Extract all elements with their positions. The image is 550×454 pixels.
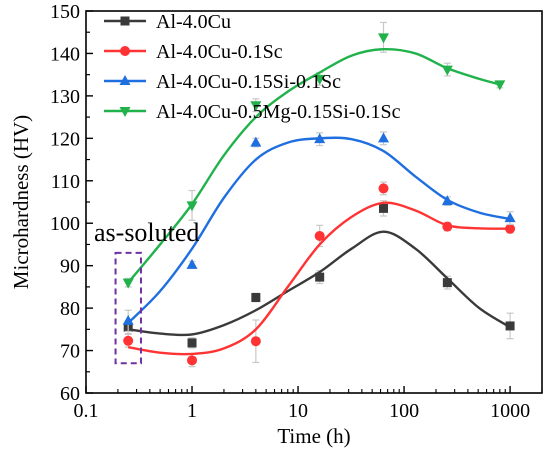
data-point [378,132,390,143]
x-tick-label-0.1: 0.1 [74,400,99,422]
y-tick-label-80: 80 [60,298,80,320]
data-point [122,278,134,289]
y-axis-title: Microhardness (HV) [9,115,33,289]
x-tick-label-1: 1 [187,400,197,422]
data-point [250,136,262,147]
data-point [314,74,326,85]
data-point [250,336,261,347]
data-point [314,133,326,144]
data-point [314,230,325,241]
legend-label: Al-4.0Cu [156,11,231,33]
series-4 [122,21,506,289]
x-axis-title: Time (h) [277,424,350,448]
data-point [441,65,453,76]
legend: Al-4.0Cu Al-4.0Cu-0.1Sc Al-4.0Cu-0.15Si-0.… [104,11,401,123]
series-layer [122,21,516,368]
y-tick-label-120: 120 [50,128,80,150]
data-point [505,321,515,331]
data-point [441,195,453,206]
data-point [122,314,134,325]
series-1 [123,200,515,349]
x-tick-label-1000: 1000 [490,400,530,422]
as-soluted-box [114,251,142,365]
legend-marker [119,75,131,85]
data-point [378,33,390,44]
legend-label: Al-4.0Cu-0.5Mg-0.15Si-0.1Sc [156,101,401,123]
legend-label: Al-4.0Cu-0.1Sc [156,41,283,63]
series-2 [123,181,516,368]
data-point [186,201,198,212]
data-point [379,203,389,213]
y-tick-label-140: 140 [50,43,80,65]
x-tick-label-10: 10 [288,400,308,422]
as-soluted-label: as-soluted [94,218,199,247]
data-point [186,258,198,269]
data-point [187,355,198,366]
y-tick-label-90: 90 [60,256,80,278]
annotation-layer: as-soluted [94,218,199,365]
data-point [504,212,516,223]
legend-marker [120,16,130,26]
data-point [250,101,262,112]
data-point [187,338,197,348]
y-tick-label-130: 130 [50,86,80,108]
legend-label: Al-4.0Cu-0.15Si-0.1Sc [156,71,341,93]
data-point [442,221,453,232]
data-point [442,278,452,288]
y-tick-label-100: 100 [50,213,80,235]
data-point [123,335,134,346]
data-point [251,293,261,302]
x-tick-label-100: 100 [389,400,419,422]
data-point [494,80,506,91]
y-tick-label-60: 60 [60,383,80,405]
y-tick-label-70: 70 [60,341,80,363]
series-3 [122,131,516,333]
data-point [505,223,516,234]
legend-marker [120,46,130,56]
y-tick-label-110: 110 [51,171,80,193]
data-point [315,272,325,282]
data-point [378,183,389,194]
y-tick-label-150: 150 [50,1,80,23]
legend-marker [119,107,131,117]
